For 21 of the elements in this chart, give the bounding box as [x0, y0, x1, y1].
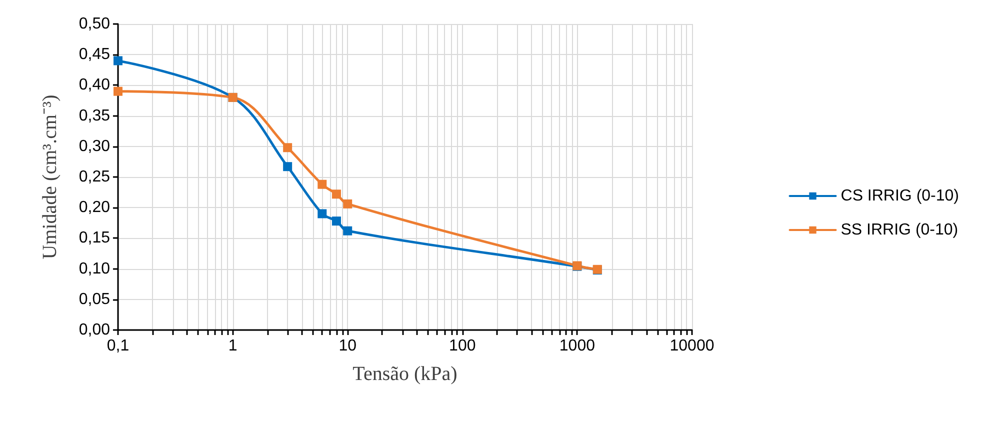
- y-tick-label: 0,40: [78, 76, 110, 94]
- y-tick-label: 0,30: [78, 138, 110, 155]
- y-tick-label: 0,05: [78, 290, 110, 308]
- y-tick-label: 0,15: [78, 230, 110, 247]
- x-axis-title: Tensão (kPa): [352, 363, 458, 385]
- y-tick-label: 0,20: [78, 199, 110, 216]
- y-tick-label: 0,00: [78, 322, 110, 338]
- x-tick-label: 100: [449, 338, 476, 354]
- y-tick-label: 0,25: [78, 168, 110, 186]
- y-tick-label: 0,35: [78, 107, 110, 124]
- x-tick-label: 1: [228, 338, 238, 354]
- x-tick-label: 0,1: [106, 338, 130, 354]
- legend-label: SS IRRIG (0-10): [840, 222, 958, 238]
- x-tick-label: 1000: [559, 338, 596, 354]
- legend-label: CS IRRIG (0-10): [840, 188, 960, 204]
- x-tick-label: 10: [338, 338, 357, 354]
- y-tick-label: 0,50: [78, 16, 110, 32]
- x-tick-label: 10000: [670, 338, 714, 354]
- y-tick-label: 0,45: [78, 46, 110, 64]
- y-axis-title: Umidade (cm³.cm⁻³): [39, 94, 61, 260]
- y-tick-label: 0,10: [78, 260, 110, 278]
